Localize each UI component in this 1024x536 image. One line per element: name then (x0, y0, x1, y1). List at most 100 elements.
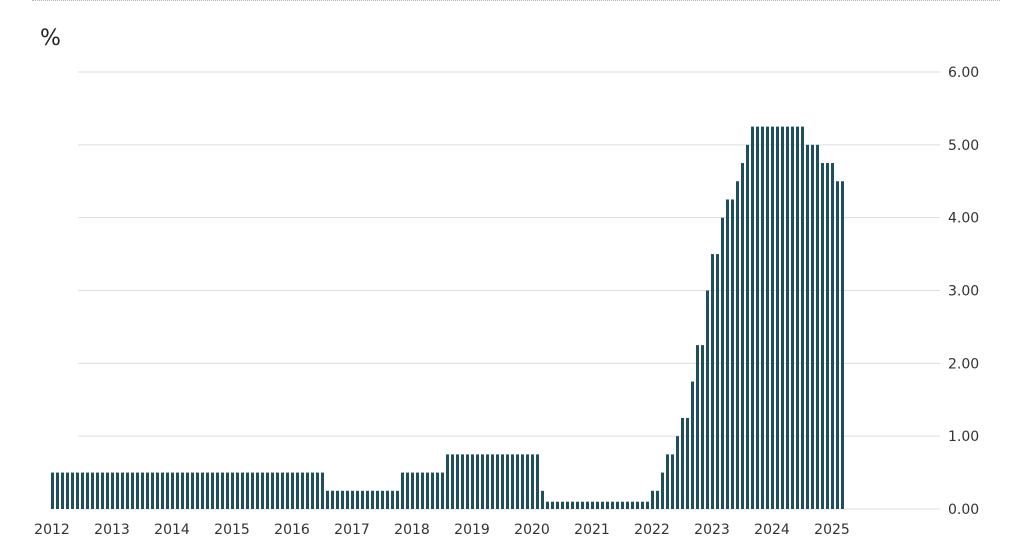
bar (436, 472, 439, 509)
bar (381, 490, 384, 509)
bar (581, 501, 584, 509)
bar (811, 144, 814, 510)
bar (406, 472, 409, 509)
bar (771, 126, 774, 509)
bar (801, 126, 804, 509)
bar (61, 472, 64, 509)
bar (336, 490, 339, 509)
bar (156, 472, 159, 509)
bar (321, 472, 324, 509)
x-tick-label: 2014 (154, 522, 190, 536)
bar (111, 472, 114, 509)
bar (231, 472, 234, 509)
bar (711, 254, 714, 509)
bar (591, 501, 594, 509)
bar (426, 472, 429, 509)
bar (556, 501, 559, 509)
bar (171, 472, 174, 509)
bar (71, 472, 74, 509)
bar (486, 454, 489, 509)
bar (576, 501, 579, 509)
bar (501, 454, 504, 509)
bar (246, 472, 249, 509)
bar (51, 472, 54, 509)
bar (191, 472, 194, 509)
bar (346, 490, 349, 509)
x-tick-label: 2025 (814, 522, 850, 536)
bar (491, 454, 494, 509)
bar (706, 290, 709, 509)
bar (536, 454, 539, 509)
bar (136, 472, 139, 509)
bar (211, 472, 214, 509)
bar (456, 454, 459, 509)
bar (201, 472, 204, 509)
bar (416, 472, 419, 509)
bar (736, 181, 739, 509)
bar (256, 472, 259, 509)
bar (826, 163, 829, 509)
bar (806, 144, 809, 510)
y-axis-ticks: 6.00 5.00 4.00 3.00 2.00 1.00 0.00 (948, 65, 979, 518)
bar (836, 181, 839, 509)
bar (746, 144, 749, 510)
bar (691, 381, 694, 509)
bar (181, 472, 184, 509)
bar (741, 163, 744, 509)
y-tick-label: 6.00 (948, 65, 979, 81)
x-tick-label: 2018 (394, 522, 430, 536)
bar (586, 501, 589, 509)
bar (131, 472, 134, 509)
bar (751, 126, 754, 509)
bar (166, 472, 169, 509)
bar (631, 501, 634, 509)
bar (196, 472, 199, 509)
bar (301, 472, 304, 509)
bar (216, 472, 219, 509)
y-tick-label: 5.00 (948, 138, 979, 154)
bar (566, 501, 569, 509)
bar (481, 454, 484, 509)
bar (206, 472, 209, 509)
bar (516, 454, 519, 509)
bar (571, 501, 574, 509)
bar (316, 472, 319, 509)
bar (606, 501, 609, 509)
bar (421, 472, 424, 509)
bars (51, 126, 844, 510)
top-divider (32, 0, 1000, 1)
bar (161, 472, 164, 509)
bar (221, 472, 224, 509)
bar (641, 501, 644, 509)
bar (126, 472, 129, 509)
bar (601, 501, 604, 509)
bar (636, 501, 639, 509)
bar (776, 126, 779, 509)
bar (391, 490, 394, 509)
bar (786, 126, 789, 509)
y-tick-label: 4.00 (948, 211, 979, 227)
bar (496, 454, 499, 509)
bar (596, 501, 599, 509)
bar (151, 472, 154, 509)
bar (816, 144, 819, 510)
bar (266, 472, 269, 509)
bar (306, 472, 309, 509)
bar (661, 472, 664, 509)
x-tick-label: 2020 (514, 522, 550, 536)
bar (696, 345, 699, 509)
bar (446, 454, 449, 509)
bar (106, 472, 109, 509)
bar (396, 490, 399, 509)
x-tick-label: 2022 (634, 522, 670, 536)
bar (296, 472, 299, 509)
bar (341, 490, 344, 509)
bar (311, 472, 314, 509)
bar (81, 472, 84, 509)
bar (716, 254, 719, 509)
bar (681, 417, 684, 509)
bar (686, 417, 689, 509)
bar (361, 490, 364, 509)
bar (616, 501, 619, 509)
bar (376, 490, 379, 509)
